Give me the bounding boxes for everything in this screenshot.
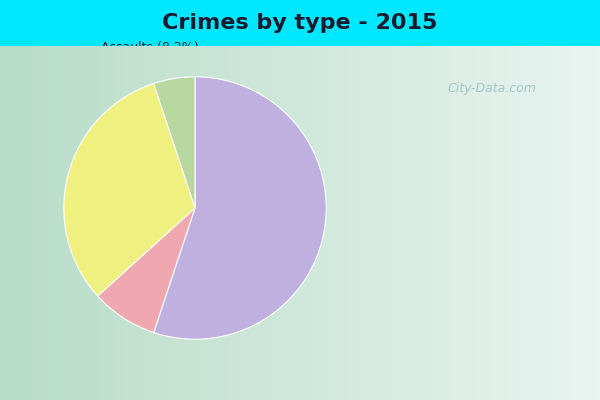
- Wedge shape: [154, 77, 326, 339]
- Text: Crimes by type - 2015: Crimes by type - 2015: [163, 13, 437, 33]
- Text: Assaults (8.2%): Assaults (8.2%): [101, 42, 199, 54]
- Wedge shape: [154, 77, 195, 208]
- Wedge shape: [64, 84, 195, 296]
- Text: Burglaries (31.6%): Burglaries (31.6%): [18, 194, 135, 206]
- Text: Thefts (55.1%): Thefts (55.1%): [360, 226, 452, 238]
- Text: Auto thefts (5.1%): Auto thefts (5.1%): [95, 364, 211, 376]
- Text: City-Data.com: City-Data.com: [448, 82, 536, 95]
- Wedge shape: [98, 208, 195, 332]
